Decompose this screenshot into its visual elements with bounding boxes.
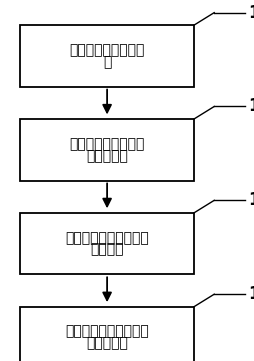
Text: 在入射面上形成第一: 在入射面上形成第一 <box>69 137 144 151</box>
Text: 反射结构: 反射结构 <box>90 243 123 257</box>
Text: 16: 16 <box>248 285 254 303</box>
Text: 10: 10 <box>248 4 254 22</box>
Text: 抗反射结构: 抗反射结构 <box>86 149 128 163</box>
Text: 14: 14 <box>248 191 254 209</box>
Text: 提供红外光学窗口基: 提供红外光学窗口基 <box>69 43 144 57</box>
Text: 在入射面上形成聚合物: 在入射面上形成聚合物 <box>65 325 148 339</box>
Text: 薄膜保护层: 薄膜保护层 <box>86 336 128 351</box>
FancyBboxPatch shape <box>20 307 193 361</box>
Text: 12: 12 <box>248 97 254 116</box>
Text: 片: 片 <box>103 55 111 69</box>
FancyBboxPatch shape <box>20 119 193 180</box>
FancyBboxPatch shape <box>20 213 193 274</box>
FancyBboxPatch shape <box>20 25 193 87</box>
Text: 在出射面上形成第二抗: 在出射面上形成第二抗 <box>65 231 148 245</box>
